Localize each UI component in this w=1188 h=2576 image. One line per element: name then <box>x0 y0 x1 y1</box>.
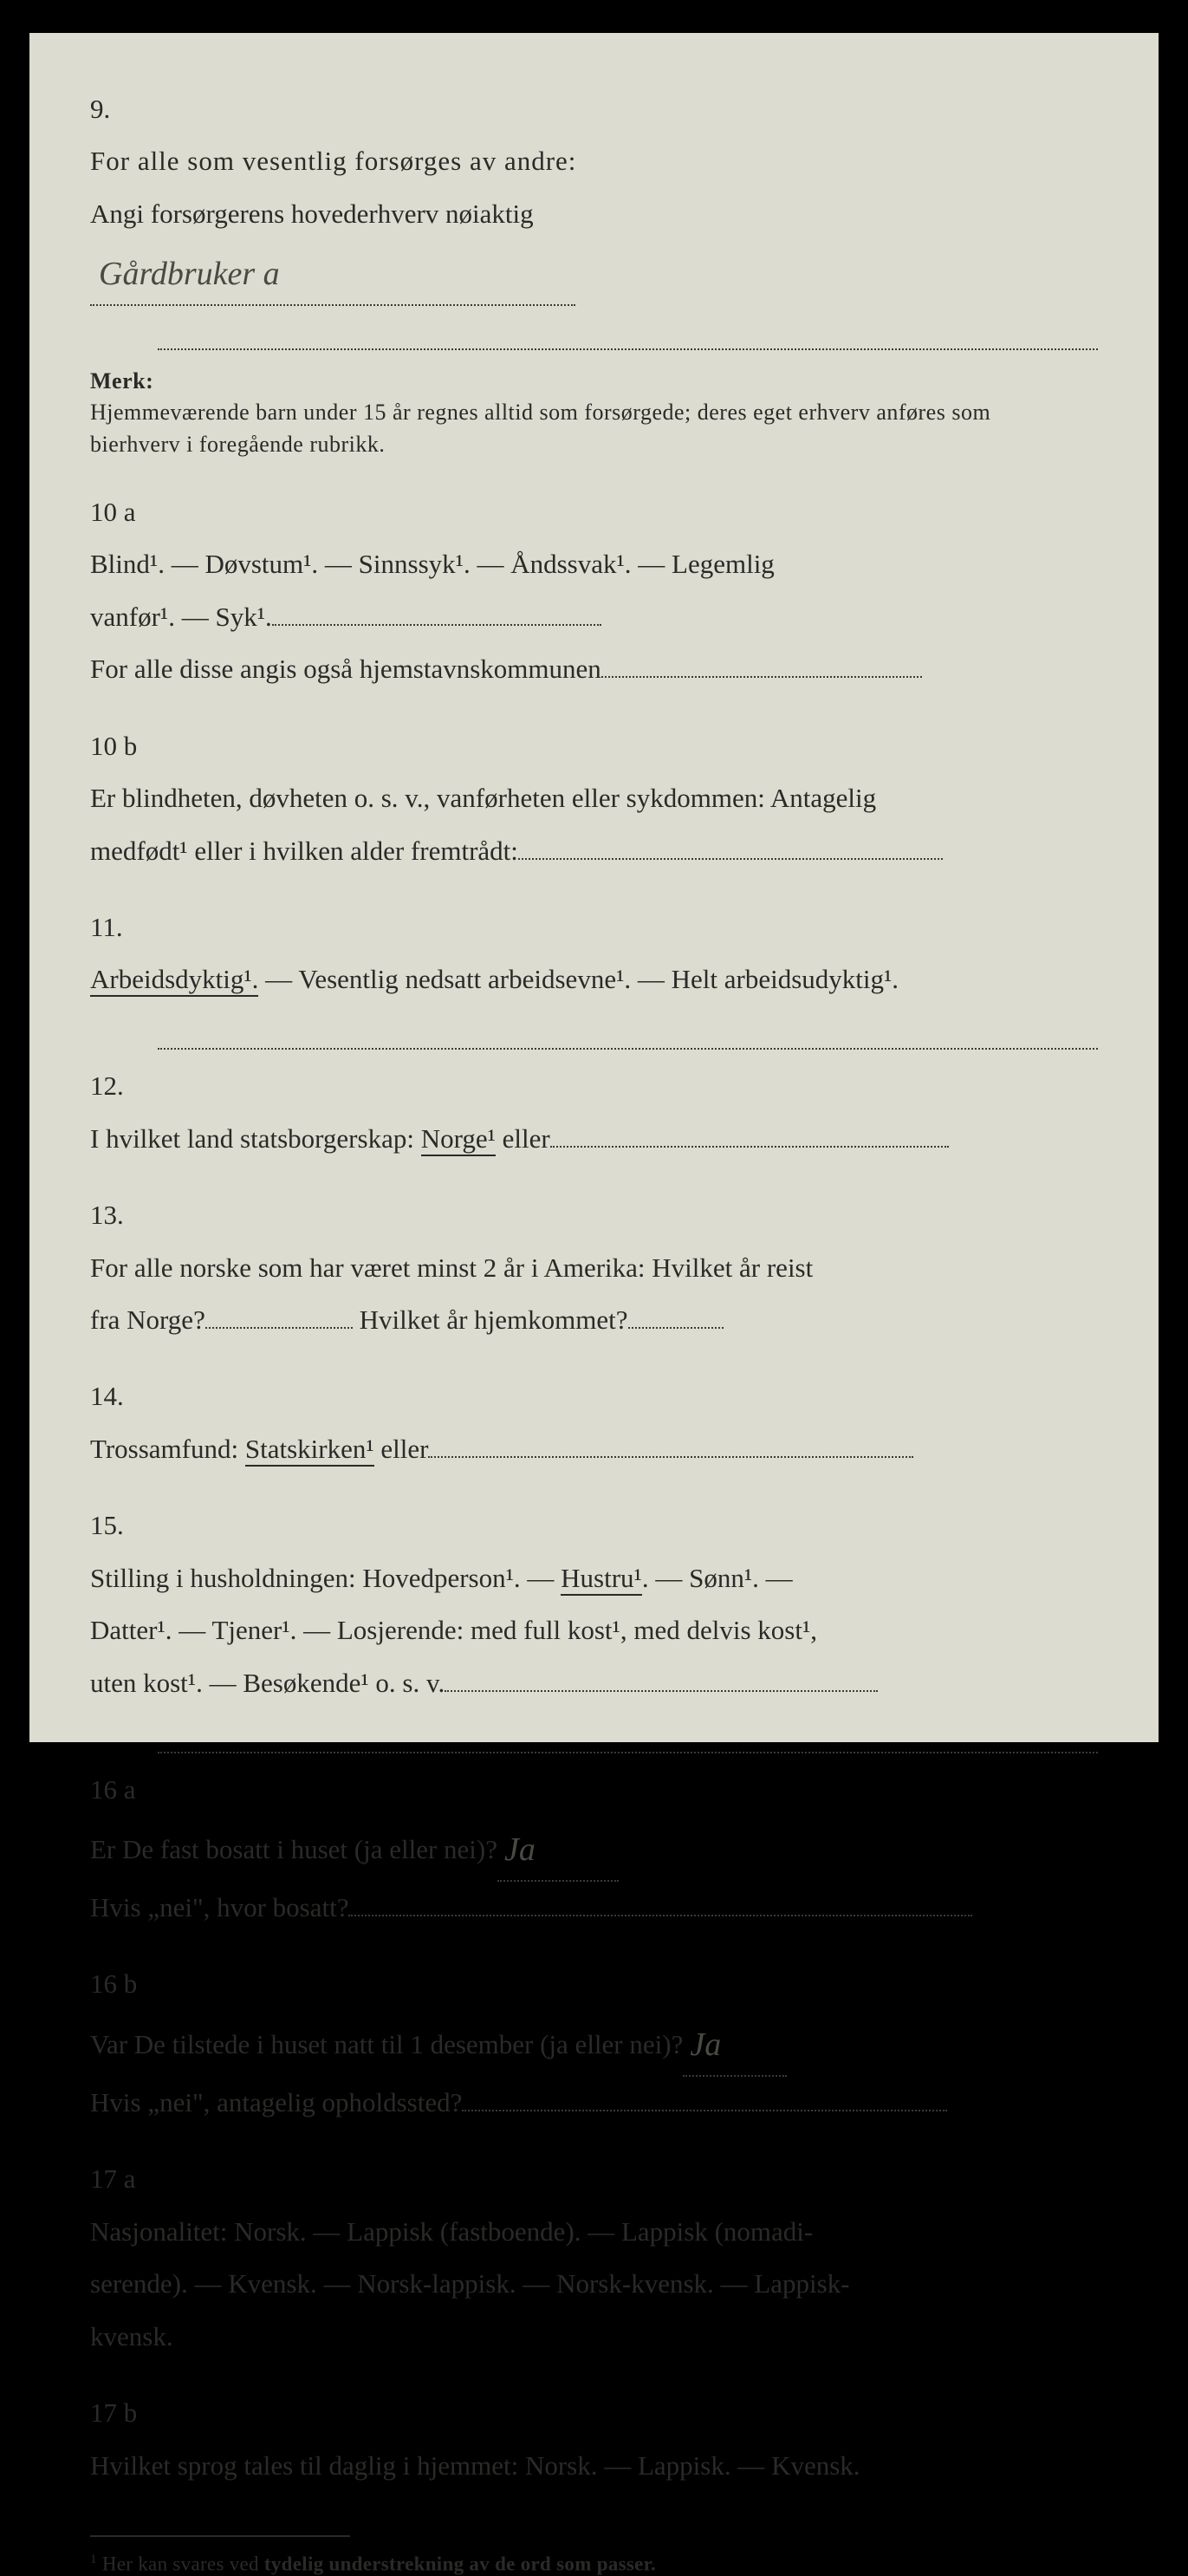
q13-line2b: Hvilket år hjemkommet? <box>353 1304 628 1335</box>
q16a-hand: Ja <box>504 1831 536 1868</box>
q10a-line1: Blind¹. — Døvstum¹. — Sinnssyk¹. — Åndss… <box>90 549 775 579</box>
q12-selected: Norge¹ <box>421 1123 496 1156</box>
q14-number: 14. <box>90 1370 158 1422</box>
q15-line2: Datter¹. — Tjener¹. — Losjerende: med fu… <box>90 1615 817 1645</box>
q15-blank[interactable] <box>445 1690 878 1692</box>
q14-b: eller <box>374 1434 429 1464</box>
q16a-a: Er De fast bosatt i huset (ja eller nei)… <box>90 1834 497 1864</box>
q16a-blank[interactable] <box>348 1915 972 1916</box>
q15-number: 15. <box>90 1499 158 1551</box>
q13-line2a: fra Norge? <box>90 1304 205 1335</box>
question-10a: 10 a Blind¹. — Døvstum¹. — Sinnssyk¹. — … <box>90 486 1098 696</box>
question-17b: 17 b Hvilket sprog tales til daglig i hj… <box>90 2387 1098 2492</box>
q15-selected: Hustru¹ <box>561 1563 642 1596</box>
q17b-text: Hvilket sprog tales til daglig i hjemmet… <box>90 2450 860 2481</box>
merk-note: Merk: Hjemmeværende barn under 15 år reg… <box>90 366 1098 460</box>
q16a-line2: Hvis „nei", hvor bosatt? <box>90 1892 348 1922</box>
question-15: 15. Stilling i husholdningen: Hovedperso… <box>90 1499 1098 1709</box>
q10a-blank1[interactable] <box>272 624 601 626</box>
q17a-line2: serende). — Kvensk. — Norsk-lappisk. — N… <box>90 2268 849 2299</box>
q10b-line1: Er blindheten, døvheten o. s. v., vanfør… <box>90 783 876 813</box>
q11-selected: Arbeidsdyktig¹. <box>90 964 258 997</box>
question-14: 14. Trossamfund: Statskirken¹ eller <box>90 1370 1098 1475</box>
q11-rest: — Vesentlig nedsatt arbeidsevne¹. — Helt… <box>258 964 899 994</box>
merk-label: Merk: <box>90 366 158 397</box>
q16b-blank[interactable] <box>462 2110 947 2111</box>
q12-blank[interactable] <box>550 1146 949 1148</box>
q16b-a: Var De tilstede i huset natt til 1 desem… <box>90 2029 683 2059</box>
q10a-line2a: vanfør¹. — Syk¹. <box>90 602 272 632</box>
footnote: 1 Her kan svares ved tydelig understrekn… <box>90 2553 1098 2576</box>
question-11: 11. Arbeidsdyktig¹. — Vesentlig nedsatt … <box>90 901 1098 1006</box>
q16b-hand: Ja <box>690 2026 721 2063</box>
q17b-number: 17 b <box>90 2387 158 2439</box>
q11-number: 11. <box>90 901 158 953</box>
q9-extra-line[interactable] <box>158 330 1098 349</box>
q16a-answer[interactable]: Ja <box>497 1816 619 1882</box>
question-13: 13. For alle norske som har været minst … <box>90 1189 1098 1346</box>
q12-number: 12. <box>90 1060 158 1112</box>
q16b-line2: Hvis „nei", antagelig opholdssted? <box>90 2087 462 2117</box>
footnote-b: tydelig understrekning av de ord som pas… <box>264 2553 656 2575</box>
q11-extra-line[interactable] <box>158 1031 1098 1050</box>
footnote-a: Her kan svares ved <box>97 2553 264 2575</box>
q16b-answer[interactable]: Ja <box>683 2011 787 2077</box>
q14-selected: Statskirken¹ <box>245 1434 374 1467</box>
q13-line1: For alle norske som har været minst 2 år… <box>90 1252 813 1283</box>
question-12: 12. I hvilket land statsborgerskap: Norg… <box>90 1060 1098 1165</box>
q16a-number: 16 a <box>90 1764 158 1816</box>
q14-blank[interactable] <box>428 1456 913 1458</box>
q14-a: Trossamfund: <box>90 1434 245 1464</box>
q10a-body: Blind¹. — Døvstum¹. — Sinnssyk¹. — Åndss… <box>90 538 1025 695</box>
q10b-body: Er blindheten, døvheten o. s. v., vanfør… <box>90 772 1025 877</box>
census-form-page: 9. For alle som vesentlig forsørges av a… <box>29 33 1159 1742</box>
footnote-rule <box>90 2535 350 2537</box>
merk-text: Hjemmeværende barn under 15 år regnes al… <box>90 397 1025 460</box>
q9-handwritten: Gårdbruker a <box>99 256 280 292</box>
q17a-line1: Nasjonalitet: Norsk. — Lappisk (fastboen… <box>90 2216 813 2247</box>
q13-blank1[interactable] <box>205 1327 353 1329</box>
q13-blank2[interactable] <box>628 1327 724 1329</box>
q11-body: Arbeidsdyktig¹. — Vesentlig nedsatt arbe… <box>90 953 1025 1005</box>
q10b-blank[interactable] <box>518 858 943 860</box>
q14-body: Trossamfund: Statskirken¹ eller <box>90 1423 1025 1475</box>
q13-number: 13. <box>90 1189 158 1241</box>
q16a-body: Er De fast bosatt i huset (ja eller nei)… <box>90 1816 1025 1935</box>
question-9: 9. For alle som vesentlig forsørges av a… <box>90 83 1098 306</box>
q13-body: For alle norske som har været minst 2 år… <box>90 1242 1025 1347</box>
q15-extra-line[interactable] <box>158 1734 1098 1753</box>
q10b-line2a: medfødt¹ eller i hvilken alder fremtrådt… <box>90 836 518 866</box>
q15-a: Stilling i husholdningen: Hovedperson¹. … <box>90 1563 561 1593</box>
q9-body: For alle som vesentlig forsørges av andr… <box>90 135 1025 306</box>
q17a-line3: kvensk. <box>90 2321 173 2352</box>
q9-line1: For alle som vesentlig forsørges av andr… <box>90 146 576 176</box>
q12-b: eller <box>496 1123 550 1154</box>
q17a-number: 17 a <box>90 2153 158 2205</box>
q12-body: I hvilket land statsborgerskap: Norge¹ e… <box>90 1113 1025 1165</box>
q10a-number: 10 a <box>90 486 158 538</box>
q16b-number: 16 b <box>90 1958 158 2010</box>
q16b-body: Var De tilstede i huset natt til 1 desem… <box>90 2011 1025 2130</box>
q9-number: 9. <box>90 83 158 135</box>
question-16b: 16 b Var De tilstede i huset natt til 1 … <box>90 1958 1098 2129</box>
q10a-line3: For alle disse angis også hjemstavnskomm… <box>90 654 601 684</box>
q15-b: . — Sønn¹. — <box>642 1563 793 1593</box>
footnote-sup: 1 <box>90 2553 97 2566</box>
q9-answer-line[interactable]: Gårdbruker a <box>90 240 575 306</box>
q15-line3: uten kost¹. — Besøkende¹ o. s. v. <box>90 1668 445 1698</box>
q12-a: I hvilket land statsborgerskap: <box>90 1123 421 1154</box>
question-16a: 16 a Er De fast bosatt i huset (ja eller… <box>90 1764 1098 1935</box>
q15-body: Stilling i husholdningen: Hovedperson¹. … <box>90 1552 1025 1709</box>
question-10b: 10 b Er blindheten, døvheten o. s. v., v… <box>90 720 1098 877</box>
q9-line2-label: Angi forsørgerens hovederhverv nøiaktig <box>90 198 534 229</box>
q10b-number: 10 b <box>90 720 158 772</box>
q17b-body: Hvilket sprog tales til daglig i hjemmet… <box>90 2440 1025 2492</box>
q17a-body: Nasjonalitet: Norsk. — Lappisk (fastboen… <box>90 2206 1025 2363</box>
question-17a: 17 a Nasjonalitet: Norsk. — Lappisk (fas… <box>90 2153 1098 2363</box>
q10a-blank2[interactable] <box>601 676 922 678</box>
